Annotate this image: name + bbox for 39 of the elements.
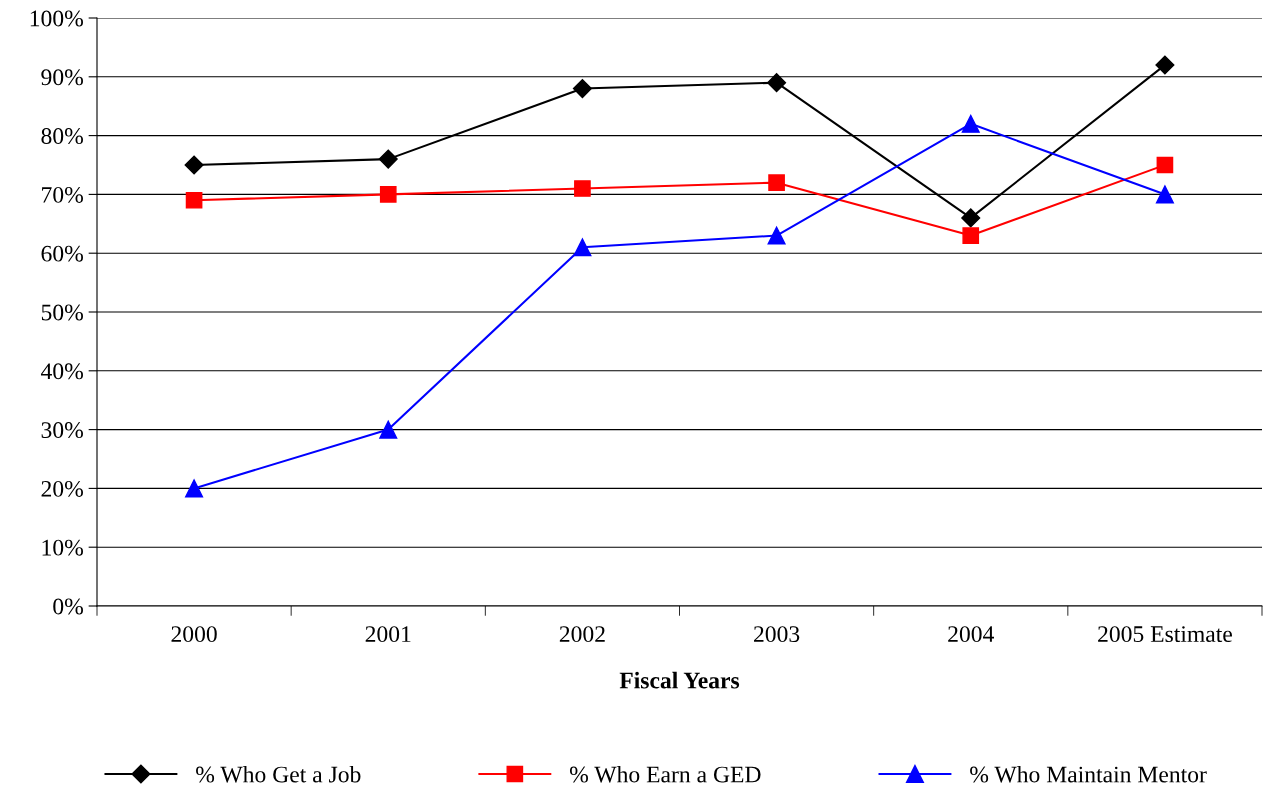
point bbox=[378, 149, 398, 169]
point bbox=[961, 208, 981, 228]
y-tick-label: 70% bbox=[42, 186, 83, 203]
x-tick-label: 2001 bbox=[365, 626, 411, 643]
point bbox=[961, 114, 980, 133]
y-tick-label: 30% bbox=[41, 422, 83, 439]
point bbox=[572, 79, 592, 99]
x-axis-title: Fiscal Years bbox=[619, 671, 740, 689]
point bbox=[184, 155, 204, 175]
x-tick-label: 2005 Estimate bbox=[1098, 626, 1232, 643]
legend-label: % Who Maintain Mentor bbox=[970, 765, 1207, 783]
point bbox=[379, 186, 397, 203]
point bbox=[185, 191, 203, 209]
point bbox=[767, 226, 786, 245]
y-tick-label: 100% bbox=[30, 10, 83, 27]
y-tick-label: 60% bbox=[41, 245, 83, 262]
legend-label: % Who Earn a GED bbox=[569, 765, 761, 783]
point bbox=[1155, 55, 1175, 75]
x-tick-label: 2003 bbox=[754, 626, 800, 643]
point bbox=[1155, 185, 1174, 204]
y-tick-label: 20% bbox=[41, 480, 83, 497]
y-tick-label: 40% bbox=[40, 363, 83, 380]
y-tick-label: 80% bbox=[41, 128, 83, 145]
x-tick-label: 2004 bbox=[948, 626, 994, 643]
y-tick-label: 0% bbox=[53, 598, 83, 615]
point bbox=[1156, 156, 1174, 174]
point bbox=[379, 420, 398, 439]
point bbox=[573, 238, 592, 257]
point bbox=[962, 227, 980, 244]
legend-label: % Who Get a Job bbox=[196, 765, 361, 783]
y-tick-label: 90% bbox=[41, 69, 83, 86]
x-tick-label: 2000 bbox=[171, 626, 217, 643]
point bbox=[767, 73, 787, 93]
y-tick-label: 10% bbox=[42, 539, 83, 556]
point bbox=[574, 180, 591, 197]
point bbox=[185, 479, 204, 498]
y-tick-label: 50% bbox=[41, 304, 83, 321]
x-tick-label: 2002 bbox=[559, 626, 605, 643]
point bbox=[768, 174, 785, 191]
